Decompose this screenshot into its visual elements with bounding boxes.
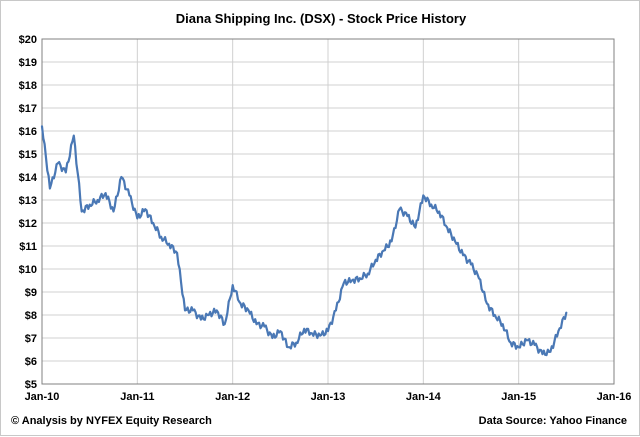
x-tick-label: Jan-13 xyxy=(311,391,346,403)
y-tick-label: $20 xyxy=(19,34,37,46)
y-tick-label: $19 xyxy=(19,57,37,69)
y-tick-label: $16 xyxy=(19,126,37,138)
y-tick-label: $17 xyxy=(19,103,37,115)
y-axis-ticks: $5 $6 $7 $8 $9 $10 $11 $12 $13 $14 $15 $16 $17 $18 $19… xyxy=(19,34,38,391)
x-tick-label: Jan-15 xyxy=(501,391,536,403)
x-tick-label: Jan-16 xyxy=(597,391,632,403)
y-tick-label: $11 xyxy=(19,241,37,253)
footer-source: Data Source: Yahoo Finance xyxy=(478,415,627,427)
plot-area xyxy=(41,38,615,385)
y-tick-label: $6 xyxy=(25,356,37,368)
price-line xyxy=(40,125,568,357)
y-tick-label: $8 xyxy=(25,310,37,322)
y-tick-label: $18 xyxy=(19,80,37,92)
y-tick-label: $7 xyxy=(25,333,37,345)
y-tick-label: $12 xyxy=(19,218,37,230)
x-tick-label: Jan-10 xyxy=(25,391,60,403)
x-axis-ticks: Jan-10 Jan-11 Jan-12 Jan-13 Jan-14 Jan-15 Jan-… xyxy=(25,391,632,403)
y-tick-label: $14 xyxy=(19,172,38,184)
y-tick-label: $9 xyxy=(25,287,37,299)
y-tick-label: $10 xyxy=(19,264,37,276)
footer-credit: © Analysis by NYFEX Equity Research xyxy=(11,415,212,427)
x-tick-label: Jan-12 xyxy=(215,391,250,403)
y-tick-label: $13 xyxy=(19,195,37,207)
x-tick-label: Jan-14 xyxy=(406,391,442,403)
x-tick-label: Jan-11 xyxy=(120,391,154,403)
chart-title: Diana Shipping Inc. (DSX) - Stock Price … xyxy=(175,11,467,26)
y-tick-label: $15 xyxy=(19,149,37,161)
gridlines xyxy=(41,38,615,385)
y-tick-label: $5 xyxy=(25,379,37,391)
